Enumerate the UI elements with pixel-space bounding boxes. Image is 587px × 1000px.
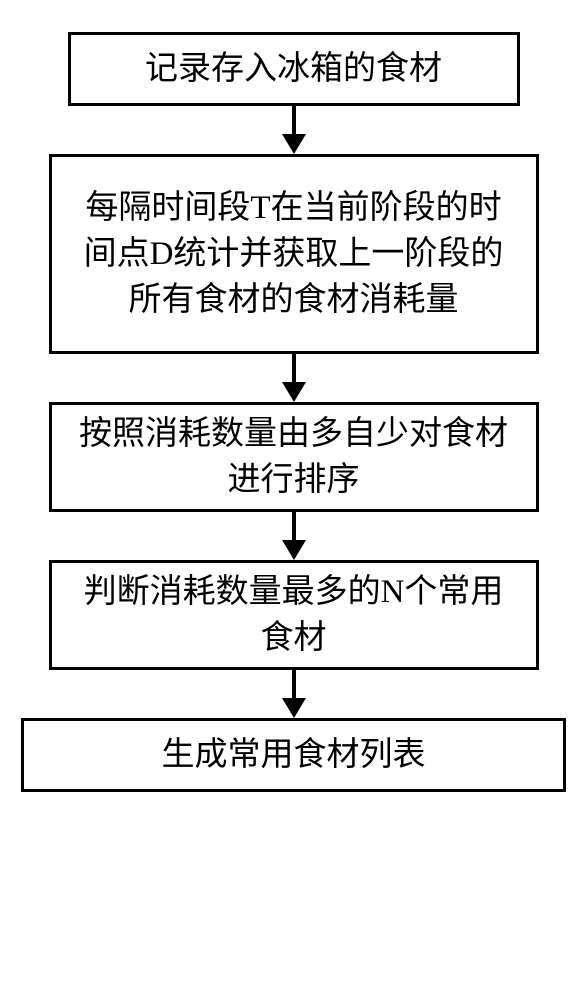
step-text: 判断消耗数量最多的N个常用食材 <box>72 569 516 661</box>
arrow-4 <box>282 670 306 718</box>
arrow-1 <box>282 106 306 154</box>
flowchart-step-1: 记录存入冰箱的食材 <box>68 32 520 106</box>
arrow-line <box>292 512 296 540</box>
arrow-head-icon <box>282 540 306 560</box>
flowchart-step-4: 判断消耗数量最多的N个常用食材 <box>49 560 539 670</box>
arrow-head-icon <box>282 382 306 402</box>
arrow-2 <box>282 354 306 402</box>
arrow-head-icon <box>282 698 306 718</box>
flowchart-step-2: 每隔时间段T在当前阶段的时间点D统计并获取上一阶段的所有食材的食材消耗量 <box>49 154 539 354</box>
arrow-3 <box>282 512 306 560</box>
arrow-head-icon <box>282 134 306 154</box>
step-text: 生成常用食材列表 <box>162 732 426 778</box>
arrow-line <box>292 106 296 134</box>
step-text: 记录存入冰箱的食材 <box>145 46 442 92</box>
arrow-line <box>292 670 296 698</box>
step-text: 按照消耗数量由多自少对食材进行排序 <box>72 411 516 503</box>
arrow-line <box>292 354 296 382</box>
flowchart-step-3: 按照消耗数量由多自少对食材进行排序 <box>49 402 539 512</box>
step-text: 每隔时间段T在当前阶段的时间点D统计并获取上一阶段的所有食材的食材消耗量 <box>72 185 516 324</box>
flowchart-step-5: 生成常用食材列表 <box>21 718 566 792</box>
